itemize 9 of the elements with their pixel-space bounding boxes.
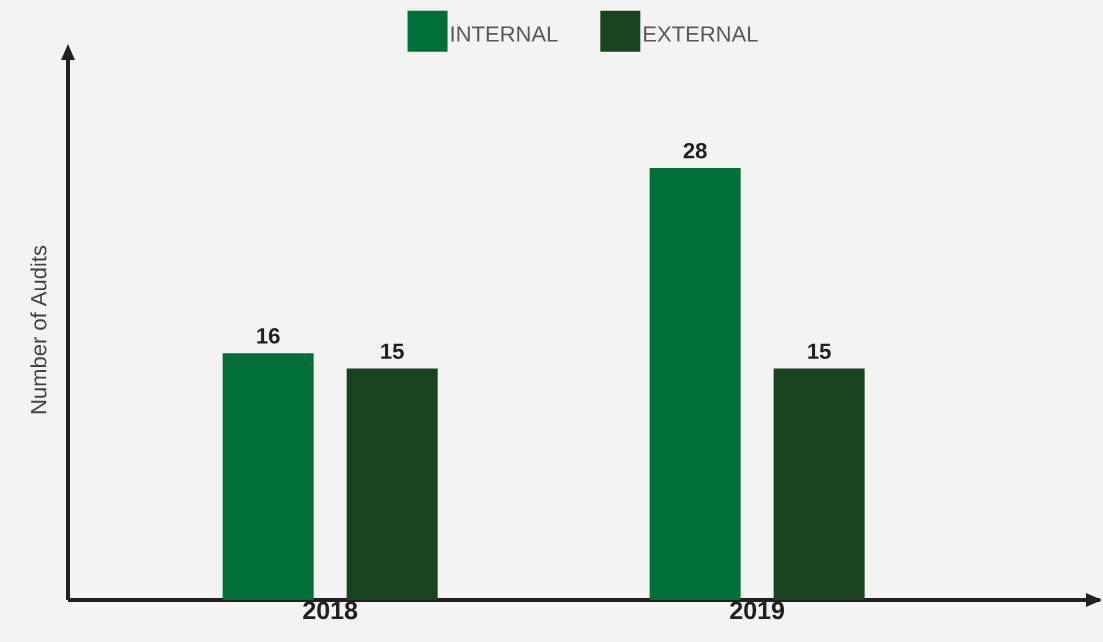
data-label: 15 xyxy=(808,343,831,360)
x-tick-label: 2019 xyxy=(730,601,784,620)
data-label: 28 xyxy=(683,142,707,159)
x-tick-label: 2018 xyxy=(303,601,358,620)
y-axis-title: Number of Audits xyxy=(30,245,47,414)
data-label: 16 xyxy=(257,328,280,344)
data-label: 15 xyxy=(381,343,404,360)
legend-label: EXTERNAL xyxy=(644,26,758,42)
legend-label: INTERNAL xyxy=(451,26,558,42)
